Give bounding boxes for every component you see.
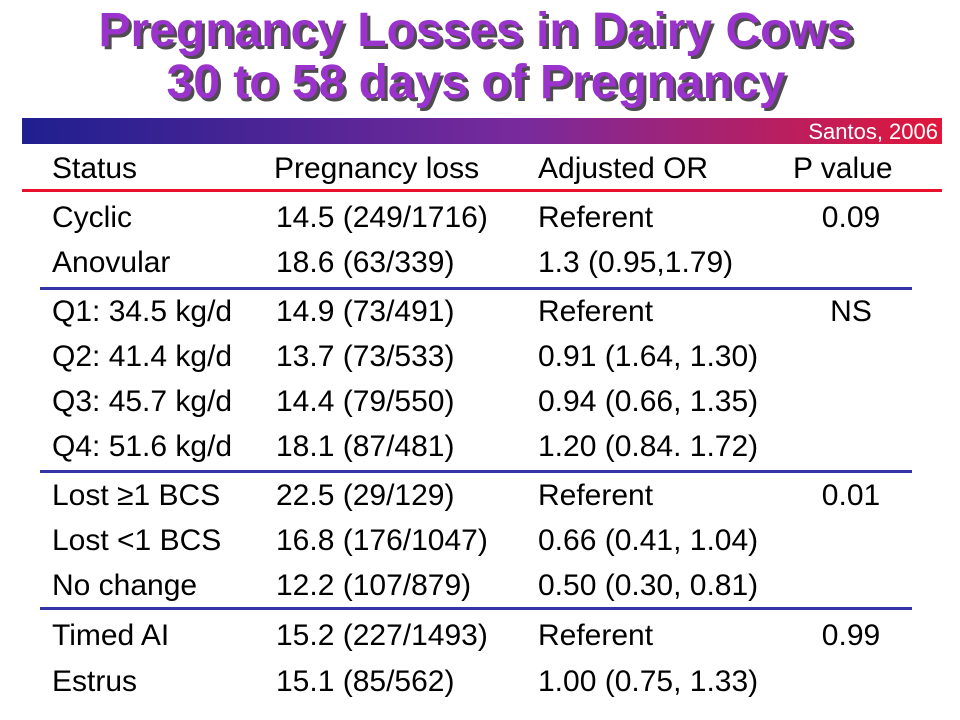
pregnancy-loss-cell: 16.8 (176/1047)	[276, 524, 488, 557]
column-header-pregnancy-loss: Pregnancy loss	[274, 152, 480, 185]
status-cell: Cyclic	[52, 201, 132, 234]
p-value-cell: 0.09	[821, 201, 881, 234]
table-row: Timed AI 15.2 (227/1493) Referent 0.99	[0, 616, 960, 656]
pregnancy-loss-cell: 12.2 (107/879)	[276, 569, 472, 602]
table-row: Lost <1 BCS 16.8 (176/1047) 0.66 (0.41, …	[0, 521, 960, 561]
accent-gradient-bar: Santos, 2006	[22, 118, 942, 144]
status-cell: Anovular	[52, 246, 171, 279]
pregnancy-loss-cell: 14.9 (73/491)	[276, 295, 455, 328]
table-row: Q4: 51.6 kg/d 18.1 (87/481) 1.20 (0.84. …	[0, 427, 960, 467]
group-divider	[40, 470, 912, 473]
adjusted-or-cell: Referent	[538, 619, 654, 652]
p-value-cell: 0.01	[821, 479, 881, 512]
table-row: Cyclic 14.5 (249/1716) Referent 0.09	[0, 198, 960, 238]
status-cell: Timed AI	[52, 619, 170, 652]
adjusted-or-cell: 0.66 (0.41, 1.04)	[538, 524, 759, 557]
adjusted-or-cell: 0.50 (0.30, 0.81)	[538, 569, 759, 602]
pregnancy-loss-cell: 14.5 (249/1716)	[276, 201, 488, 234]
table-row: Lost ≥1 BCS 22.5 (29/129) Referent 0.01	[0, 476, 960, 516]
pregnancy-loss-cell: 13.7 (73/533)	[276, 340, 455, 373]
adjusted-or-cell: 1.00 (0.75, 1.33)	[538, 665, 759, 698]
adjusted-or-cell: 1.3 (0.95,1.79)	[538, 246, 734, 279]
pregnancy-loss-cell: 15.1 (85/562)	[276, 665, 455, 698]
adjusted-or-cell: 1.20 (0.84. 1.72)	[538, 430, 759, 463]
pregnancy-loss-cell: 14.4 (79/550)	[276, 385, 455, 418]
slide-title-line-2: 30 to 58 days of Pregnancy	[166, 56, 786, 109]
group-divider	[40, 607, 912, 610]
adjusted-or-cell: Referent	[538, 201, 654, 234]
pregnancy-loss-cell: 18.1 (87/481)	[276, 430, 455, 463]
column-header-p-value: P value	[793, 152, 893, 185]
group-divider	[40, 287, 912, 290]
pregnancy-loss-cell: 15.2 (227/1493)	[276, 619, 488, 652]
status-cell: Lost ≥1 BCS	[52, 479, 221, 512]
adjusted-or-cell: 0.91 (1.64, 1.30)	[538, 340, 759, 373]
adjusted-or-cell: 0.94 (0.66, 1.35)	[538, 385, 759, 418]
pregnancy-loss-cell: 22.5 (29/129)	[276, 479, 455, 512]
status-cell: Q3: 45.7 kg/d	[52, 385, 233, 418]
status-cell: Q2: 41.4 kg/d	[52, 340, 233, 373]
status-cell: No change	[52, 569, 198, 602]
table-header-row: Status Pregnancy loss Adjusted OR P valu…	[0, 149, 960, 189]
status-cell: Q1: 34.5 kg/d	[52, 295, 233, 328]
table-row: Anovular 18.6 (63/339) 1.3 (0.95,1.79)	[0, 243, 960, 283]
pregnancy-loss-cell: 18.6 (63/339)	[276, 246, 455, 279]
status-cell: Estrus	[52, 665, 138, 698]
citation: Santos, 2006	[808, 119, 938, 144]
status-cell: Lost <1 BCS	[52, 524, 222, 557]
table-row: Q2: 41.4 kg/d 13.7 (73/533) 0.91 (1.64, …	[0, 337, 960, 377]
column-header-status: Status	[52, 152, 138, 185]
slide-title-line-1: Pregnancy Losses in Dairy Cows	[98, 4, 854, 57]
table-row: No change 12.2 (107/879) 0.50 (0.30, 0.8…	[0, 566, 960, 606]
status-cell: Q4: 51.6 kg/d	[52, 430, 233, 463]
table-row: Q1: 34.5 kg/d 14.9 (73/491) Referent NS	[0, 292, 960, 332]
adjusted-or-cell: Referent	[538, 295, 654, 328]
header-divider	[22, 189, 942, 192]
p-value-cell: 0.99	[821, 619, 881, 652]
p-value-cell: NS	[830, 295, 872, 328]
table-row: Q3: 45.7 kg/d 14.4 (79/550) 0.94 (0.66, …	[0, 382, 960, 422]
column-header-adjusted-or: Adjusted OR	[538, 152, 709, 185]
adjusted-or-cell: Referent	[538, 479, 654, 512]
table-row: Estrus 15.1 (85/562) 1.00 (0.75, 1.33)	[0, 662, 960, 702]
